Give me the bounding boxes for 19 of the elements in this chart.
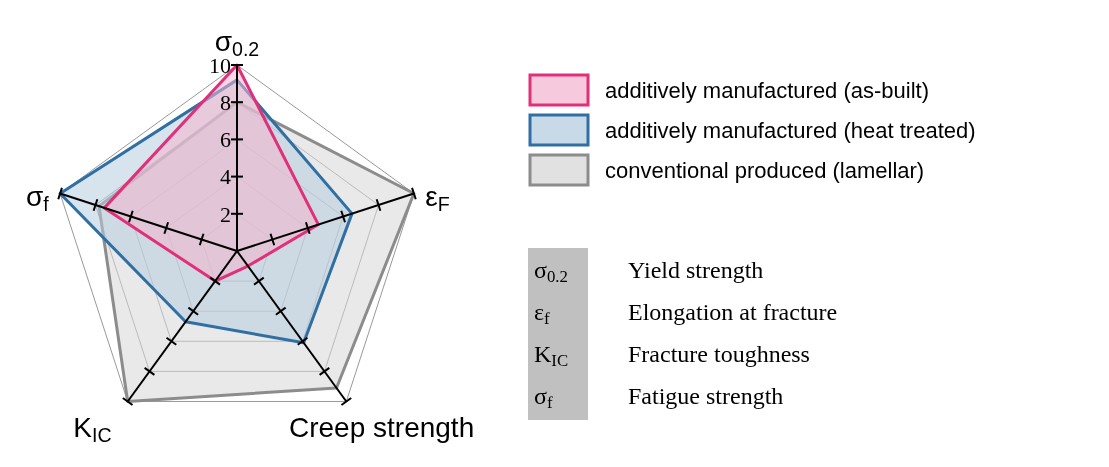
y-tick-label: 2 [220, 201, 231, 227]
y-tick-label: 4 [220, 164, 231, 190]
text: σ$_{f}$ [534, 383, 553, 413]
text: ε$_{f}$ [534, 299, 551, 329]
spoke-label: K$_{IC}$ [73, 412, 112, 447]
legend-label: additively manufactured (heat treated) [605, 117, 976, 143]
spoke-label: ε$_{F}$ [425, 180, 450, 215]
spoke-label: σ$_{f}$ [25, 180, 50, 215]
legend-label: conventional produced (lamellar) [605, 157, 925, 183]
y-tick-label: 6 [220, 127, 231, 153]
spoke-label: Creep strength [288, 412, 475, 444]
legend-label: additively manufactured (as-built) [605, 77, 930, 103]
y-tick-label: 8 [220, 89, 231, 115]
text: Fatigue strength [628, 383, 784, 410]
text: Fracture toughness [628, 341, 810, 368]
text: Yield strength [628, 257, 764, 284]
text: σ$_{0.2}$ [534, 257, 568, 287]
text: K$_{IC}$ [534, 341, 569, 371]
text: Elongation at fracture [628, 299, 838, 326]
